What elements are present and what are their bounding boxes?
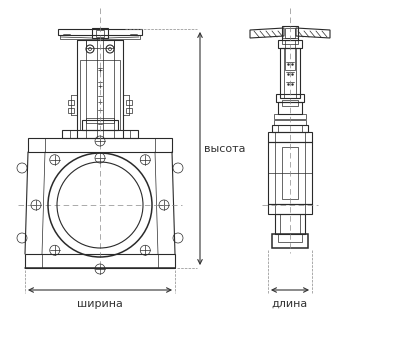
Bar xyxy=(45,138,155,152)
Bar xyxy=(274,120,306,125)
Bar xyxy=(278,234,302,242)
Bar xyxy=(92,28,108,38)
Bar xyxy=(280,214,300,234)
Bar xyxy=(275,142,305,204)
Bar xyxy=(25,254,175,268)
Bar xyxy=(285,40,295,70)
Bar xyxy=(82,120,118,130)
Bar xyxy=(268,204,312,214)
Bar xyxy=(276,94,304,102)
Bar xyxy=(285,28,295,38)
Bar xyxy=(96,30,104,37)
Bar xyxy=(268,132,312,142)
Bar xyxy=(80,60,120,130)
Bar xyxy=(68,100,74,105)
Bar xyxy=(282,38,298,44)
Bar xyxy=(58,29,142,35)
Bar xyxy=(60,35,140,39)
Text: высота: высота xyxy=(204,144,246,154)
Bar xyxy=(62,130,138,138)
Bar xyxy=(278,40,302,48)
Bar xyxy=(68,108,74,113)
Bar xyxy=(275,214,305,234)
Text: длина: длина xyxy=(272,299,308,309)
Bar xyxy=(272,234,308,248)
Bar xyxy=(282,26,298,40)
Bar xyxy=(42,254,158,268)
Bar xyxy=(282,147,298,199)
Bar xyxy=(86,118,114,123)
Text: ширина: ширина xyxy=(77,299,123,309)
Bar xyxy=(278,102,302,114)
Bar xyxy=(28,138,172,152)
Bar xyxy=(268,142,312,204)
Bar xyxy=(274,114,306,119)
Bar xyxy=(272,125,308,132)
Bar xyxy=(126,108,132,113)
Bar xyxy=(86,40,114,48)
Bar xyxy=(126,100,132,105)
Bar xyxy=(282,100,298,106)
Bar xyxy=(280,48,300,98)
